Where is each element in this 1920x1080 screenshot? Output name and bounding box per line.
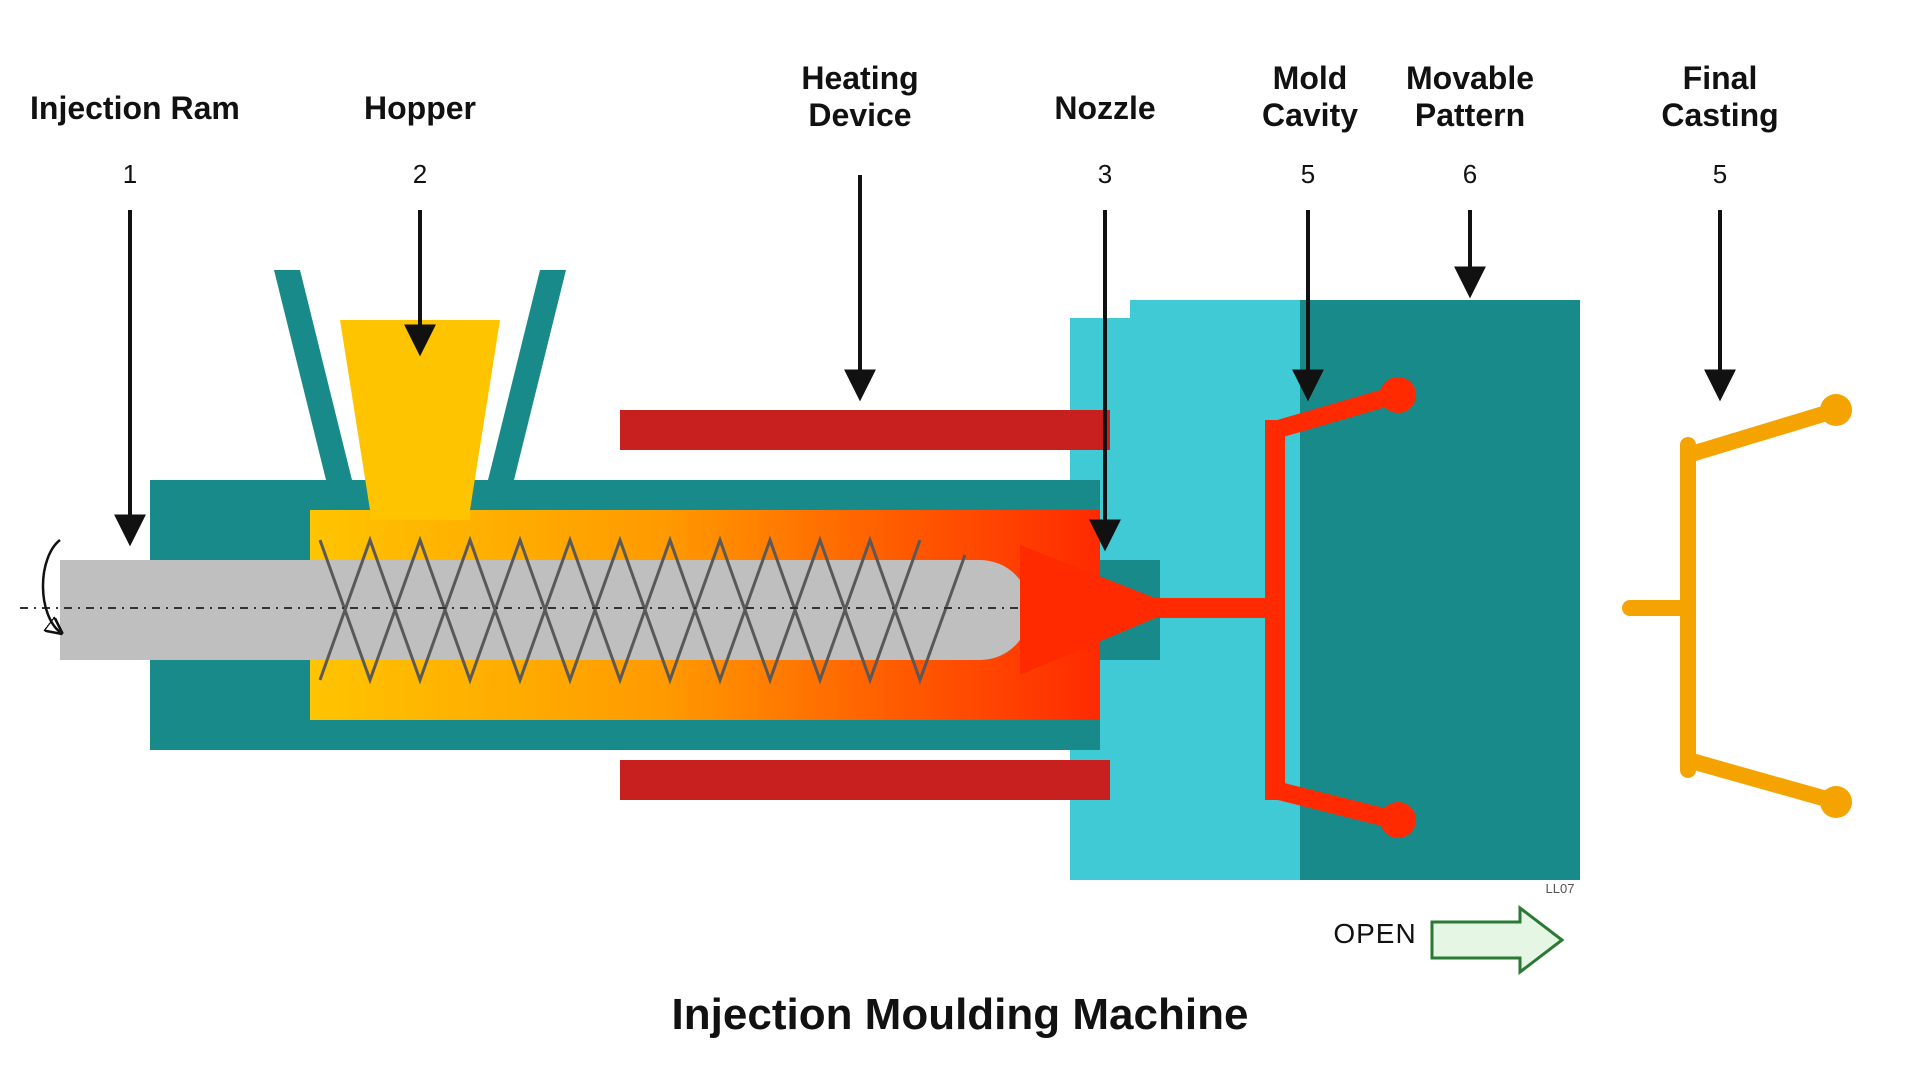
label-hopper: Hopper xyxy=(345,90,495,127)
num-movable-pattern: 6 xyxy=(1450,160,1490,190)
open-arrow xyxy=(1432,908,1562,972)
num-final-casting: 5 xyxy=(1700,160,1740,190)
diagram-title: Injection Moulding Machine xyxy=(0,990,1920,1041)
num-injection-ram: 1 xyxy=(110,160,150,190)
final-casting xyxy=(1630,394,1852,818)
num-mold-cavity: 5 xyxy=(1288,160,1328,190)
watermark: LL07 xyxy=(1530,882,1590,897)
label-nozzle: Nozzle xyxy=(1030,90,1180,127)
heater-bottom xyxy=(620,760,1110,800)
label-injection-ram: Injection Ram xyxy=(30,90,230,127)
label-heating-device: Heating Device xyxy=(770,60,950,134)
label-movable-pattern: Movable Pattern xyxy=(1390,60,1550,134)
artifact xyxy=(1070,300,1130,318)
heater-top xyxy=(620,410,1110,450)
num-hopper: 2 xyxy=(400,160,440,190)
diagram-svg xyxy=(0,0,1920,1080)
screw xyxy=(20,540,1095,680)
diagram-stage: Injection Ram 1 Hopper 2 Heating Device … xyxy=(0,0,1920,1080)
label-mold-cavity: Mold Cavity xyxy=(1235,60,1385,134)
open-label: OPEN xyxy=(1320,918,1430,950)
label-final-casting: Final Casting xyxy=(1640,60,1800,134)
movable-mold xyxy=(1300,300,1580,880)
num-nozzle: 3 xyxy=(1085,160,1125,190)
